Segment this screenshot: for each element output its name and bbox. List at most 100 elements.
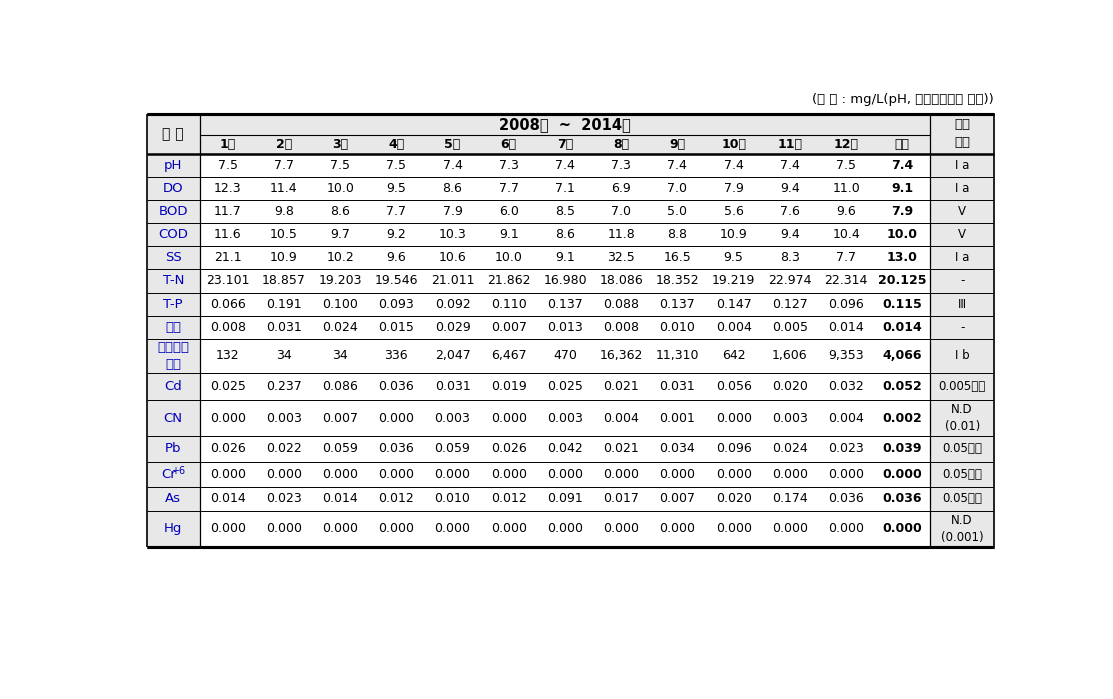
- Text: 0.191: 0.191: [266, 298, 302, 310]
- Text: 7.7: 7.7: [274, 159, 294, 172]
- Text: As: As: [165, 492, 181, 505]
- Bar: [199, 339, 930, 373]
- Text: 7.4: 7.4: [668, 159, 688, 172]
- Bar: [147, 246, 199, 269]
- Text: 7.4: 7.4: [892, 159, 914, 172]
- Text: 0.000: 0.000: [378, 468, 414, 481]
- Text: 10.9: 10.9: [270, 252, 298, 264]
- Text: 18.857: 18.857: [262, 275, 306, 287]
- Text: 1월: 1월: [219, 138, 236, 151]
- Bar: [147, 154, 199, 177]
- Text: 0.003: 0.003: [772, 412, 808, 424]
- Text: 13.0: 13.0: [887, 252, 918, 264]
- Text: 0.031: 0.031: [266, 321, 302, 333]
- Text: DO: DO: [162, 182, 184, 195]
- Text: 0.000: 0.000: [771, 522, 808, 535]
- Text: 16.5: 16.5: [663, 252, 691, 264]
- Text: 0.088: 0.088: [603, 298, 639, 310]
- Text: 7.4: 7.4: [443, 159, 463, 172]
- Text: 0.115: 0.115: [883, 298, 923, 310]
- Text: 0.000: 0.000: [266, 522, 302, 535]
- Text: 0.017: 0.017: [603, 492, 639, 505]
- Text: 0.000: 0.000: [716, 522, 751, 535]
- Text: 0.031: 0.031: [435, 380, 471, 393]
- Text: 0.036: 0.036: [378, 442, 414, 455]
- Text: 22.974: 22.974: [768, 275, 811, 287]
- Text: Pb: Pb: [165, 442, 181, 455]
- Text: 0.026: 0.026: [210, 442, 246, 455]
- Bar: [147, 511, 199, 547]
- Text: 7.7: 7.7: [386, 206, 406, 218]
- Text: 8.6: 8.6: [331, 206, 351, 218]
- Text: 6월: 6월: [501, 138, 516, 151]
- Text: 8.6: 8.6: [443, 182, 463, 195]
- Text: 6,467: 6,467: [491, 350, 526, 362]
- Text: V: V: [958, 206, 966, 218]
- Text: 0.000: 0.000: [322, 468, 358, 481]
- Text: 7.3: 7.3: [499, 159, 519, 172]
- Text: 0.034: 0.034: [660, 442, 696, 455]
- Text: 0.000: 0.000: [491, 522, 526, 535]
- Text: 9.4: 9.4: [780, 182, 800, 195]
- Text: +6: +6: [170, 466, 185, 476]
- Text: 10.6: 10.6: [439, 252, 466, 264]
- Text: 0.066: 0.066: [210, 298, 246, 310]
- Text: 7.4: 7.4: [555, 159, 575, 172]
- Text: Hg: Hg: [164, 522, 183, 535]
- Text: 0.093: 0.093: [378, 298, 414, 310]
- Bar: [930, 246, 994, 269]
- Text: 평균: 평균: [895, 138, 909, 151]
- Text: 7.5: 7.5: [836, 159, 856, 172]
- Text: COD: COD: [158, 229, 188, 241]
- Text: 0.026: 0.026: [491, 442, 526, 455]
- Text: 페놀: 페놀: [165, 321, 181, 333]
- Text: pH: pH: [164, 159, 183, 172]
- Text: 0.091: 0.091: [548, 492, 583, 505]
- Text: 0.013: 0.013: [548, 321, 583, 333]
- Text: 9.1: 9.1: [555, 252, 574, 264]
- Text: 7월: 7월: [556, 138, 573, 151]
- Text: 0.000: 0.000: [828, 522, 864, 535]
- Text: 7.1: 7.1: [555, 182, 575, 195]
- Text: Cr: Cr: [161, 468, 176, 481]
- Bar: [147, 223, 199, 246]
- Text: 7.3: 7.3: [611, 159, 631, 172]
- Bar: [199, 435, 930, 462]
- Text: 11.6: 11.6: [214, 229, 242, 241]
- Text: 0.237: 0.237: [266, 380, 302, 393]
- Text: 0.032: 0.032: [828, 380, 864, 393]
- Text: 21.862: 21.862: [487, 275, 531, 287]
- Bar: [147, 487, 199, 511]
- Text: 470: 470: [553, 350, 577, 362]
- Text: 7.9: 7.9: [443, 206, 463, 218]
- Text: 10.4: 10.4: [833, 229, 860, 241]
- Bar: [199, 269, 930, 293]
- Text: Ⅰ a: Ⅰ a: [955, 182, 969, 195]
- Text: 7.5: 7.5: [218, 159, 238, 172]
- Text: CN: CN: [164, 412, 183, 424]
- Text: Cd: Cd: [165, 380, 183, 393]
- Text: 0.010: 0.010: [434, 492, 471, 505]
- Text: 4,066: 4,066: [883, 350, 922, 362]
- Text: 10.9: 10.9: [720, 229, 748, 241]
- Text: 0.000: 0.000: [378, 522, 414, 535]
- Text: 336: 336: [384, 350, 408, 362]
- Text: 642: 642: [722, 350, 746, 362]
- Bar: [147, 177, 199, 200]
- Text: 19.203: 19.203: [318, 275, 362, 287]
- Text: 7.4: 7.4: [723, 159, 743, 172]
- Bar: [199, 462, 930, 487]
- Text: 6.9: 6.9: [611, 182, 631, 195]
- Text: Ⅰ a: Ⅰ a: [955, 252, 969, 264]
- Text: 0.092: 0.092: [435, 298, 471, 310]
- Text: 7.7: 7.7: [836, 252, 856, 264]
- Text: 0.000: 0.000: [266, 468, 302, 481]
- Text: 9.5: 9.5: [723, 252, 743, 264]
- Text: 0.000: 0.000: [659, 522, 696, 535]
- Bar: [199, 246, 930, 269]
- Text: 10.2: 10.2: [326, 252, 354, 264]
- Text: 0.015: 0.015: [378, 321, 414, 333]
- Text: 11,310: 11,310: [656, 350, 699, 362]
- Text: 7.0: 7.0: [668, 182, 688, 195]
- Bar: [199, 136, 930, 154]
